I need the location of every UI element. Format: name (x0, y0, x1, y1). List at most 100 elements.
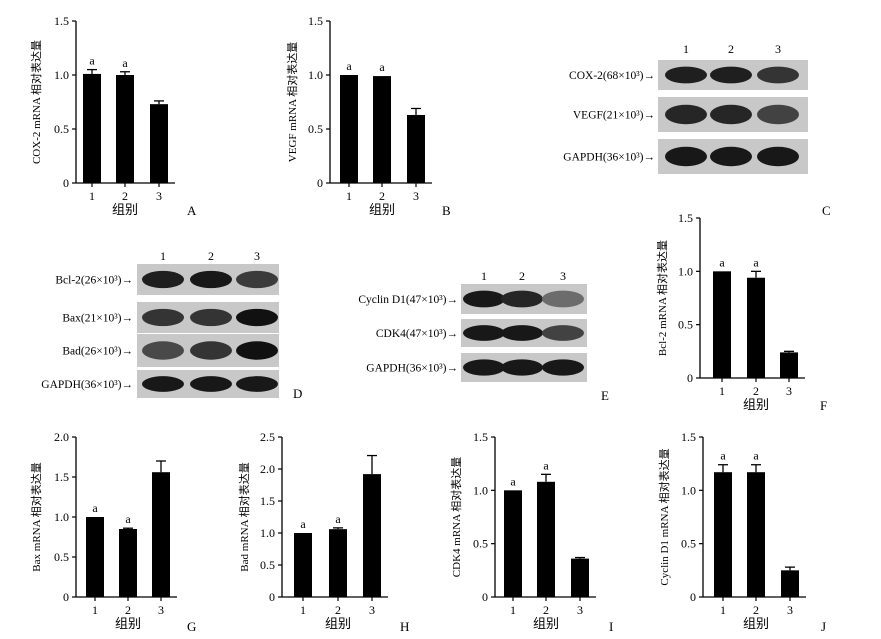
protein-band (463, 325, 505, 341)
band-label: GAPDH(36×10³)→ (41, 379, 133, 391)
x-tick-label: 1 (300, 603, 306, 617)
significance-label: a (720, 449, 726, 463)
western-blot-D: 1 2 3 Bcl-2(26×10³)→ Bax(21×10³)→ Bad(26×10³)… (41, 249, 302, 401)
x-tick-label: 3 (786, 384, 792, 398)
protein-band (142, 376, 184, 392)
band-label: GAPDH(36×10³)→ (366, 363, 458, 375)
protein-band (710, 66, 752, 84)
bar-chart-B: 0 0.5 1.0 1.5 a 1 a 2 3 组别 VEGF mRNA 相对表达量 B (285, 14, 451, 218)
panel-label: E (601, 388, 609, 403)
significance-label: a (753, 449, 759, 463)
x-tick-label: 2 (753, 384, 759, 398)
bar-chart-I: 0 0.5 1.0 1.5 a 1 a 2 3 组别 CDK4 mRNA 相对表达量 I (449, 430, 613, 634)
protein-band (665, 104, 707, 125)
x-axis-label: 组别 (115, 616, 141, 631)
y-tick-label: 0.5 (260, 558, 275, 572)
bar-chart-J: 0 0.5 1.0 1.5 a 1 a 2 3 组别 Cyclin D1 mRNA 相对表达量 J (657, 430, 826, 634)
protein-band (142, 341, 184, 360)
panel-label: J (821, 619, 826, 634)
y-tick-label: 1.0 (473, 483, 488, 497)
bar-chart-F: 0 0.5 1.0 1.5 a 1 a 2 3 组别 Bcl-2 mRNA 相对表达量 F (655, 211, 827, 413)
protein-band (190, 308, 232, 327)
y-tick-label: 0 (317, 176, 323, 190)
panel-label: I (609, 619, 613, 634)
bar-3 (571, 558, 589, 597)
protein-band (757, 66, 799, 84)
x-tick-label: 3 (369, 603, 375, 617)
significance-label: a (753, 255, 759, 269)
bar-3 (152, 472, 170, 597)
y-axis-label: VEGF mRNA 相对表达量 (285, 42, 299, 162)
y-axis-label: Cyclin D1 mRNA 相对表达量 (657, 448, 671, 585)
x-tick-label: 2 (125, 603, 131, 617)
y-axis-label: Bcl-2 mRNA 相对表达量 (655, 240, 669, 356)
band-label: Bcl-2(26×10³)→ (55, 275, 133, 287)
bar-1 (83, 73, 101, 183)
protein-band (463, 290, 505, 308)
x-tick-label: 1 (92, 603, 98, 617)
panel-label: A (187, 203, 197, 218)
y-axis-label: COX-2 mRNA 相对表达量 (29, 40, 43, 164)
bar-3 (363, 474, 381, 597)
x-axis-label: 组别 (325, 616, 351, 631)
protein-band (710, 146, 752, 167)
x-axis-label: 组别 (112, 202, 138, 217)
protein-band (501, 359, 543, 376)
protein-band (501, 325, 543, 341)
western-blot-C: 1 2 3 COX-2(68×10³)→ VEGF(21×10³)→ GAPDH(36×1… (563, 42, 830, 218)
bar-3 (150, 104, 168, 183)
y-tick-label: 0.5 (54, 550, 69, 564)
bar-chart-H: 0 0.5 1.0 1.5 2.0 2.5 a 1 a 2 3 组别 Bad mRNA 相对表达量 H (237, 430, 409, 634)
x-tick-label: 2 (335, 603, 341, 617)
bar-1 (504, 490, 522, 597)
y-tick-label: 0 (63, 176, 69, 190)
protein-band (236, 270, 278, 289)
x-tick-label: 1 (720, 603, 726, 617)
protein-band (142, 270, 184, 289)
y-tick-label: 2.0 (260, 462, 275, 476)
y-tick-label: 0 (687, 371, 693, 385)
y-tick-label: 2.0 (54, 430, 69, 444)
significance-label: a (125, 512, 131, 526)
panel-label: G (187, 619, 196, 634)
panel-label: D (293, 386, 302, 401)
bar-2 (116, 75, 134, 183)
x-tick-label: 3 (156, 189, 162, 203)
lane-label: 3 (560, 269, 566, 283)
y-tick-label: 1.5 (308, 14, 323, 28)
y-tick-label: 1.5 (54, 14, 69, 28)
y-tick-label: 1.0 (681, 483, 696, 497)
x-tick-label: 3 (787, 603, 793, 617)
x-tick-label: 1 (510, 603, 516, 617)
protein-band (757, 146, 799, 167)
x-tick-label: 2 (379, 189, 385, 203)
bar-2 (537, 481, 555, 597)
protein-band (236, 376, 278, 392)
significance-label: a (510, 474, 516, 488)
x-tick-label: 2 (753, 603, 759, 617)
protein-band (665, 66, 707, 84)
protein-band (190, 270, 232, 289)
significance-label: a (92, 501, 98, 515)
bar-1 (713, 271, 731, 378)
x-tick-label: 2 (122, 189, 128, 203)
bar-2 (329, 529, 347, 597)
x-tick-label: 1 (719, 384, 725, 398)
y-tick-label: 1.0 (260, 526, 275, 540)
band-label: CDK4(47×10³)→ (376, 328, 458, 340)
y-tick-label: 0 (482, 590, 488, 604)
bar-2 (747, 277, 765, 378)
bar-1 (340, 75, 358, 183)
y-tick-label: 0.5 (681, 537, 696, 551)
y-axis-label: CDK4 mRNA 相对表达量 (449, 457, 463, 577)
y-axis-label: Bad mRNA 相对表达量 (237, 462, 251, 571)
x-tick-label: 3 (413, 189, 419, 203)
protein-band (542, 290, 584, 308)
y-axis-label: Bax mRNA 相对表达量 (29, 462, 43, 571)
y-tick-label: 1.5 (678, 211, 693, 225)
y-tick-label: 1.5 (260, 494, 275, 508)
y-tick-label: 0.5 (54, 122, 69, 136)
lane-label: 1 (683, 42, 689, 56)
protein-band (710, 104, 752, 125)
